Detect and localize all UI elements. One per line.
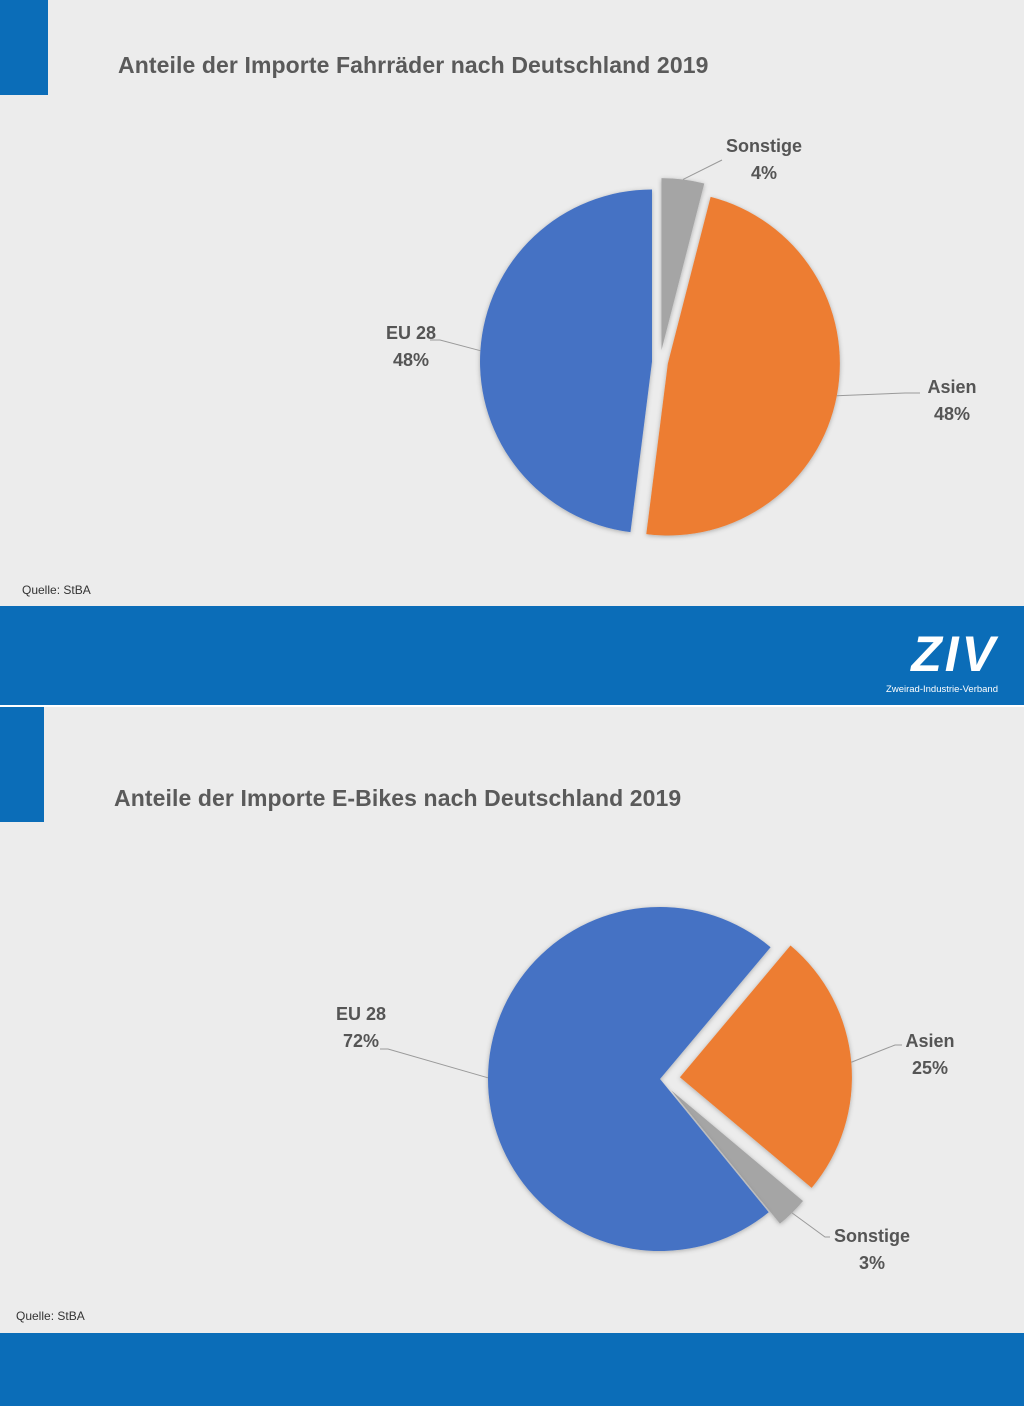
leader-line-asien xyxy=(851,1044,902,1063)
data-value-eu-28: 72% xyxy=(343,1031,379,1051)
data-value-sonstige: 3% xyxy=(859,1253,885,1273)
accent-bar xyxy=(0,0,48,95)
data-label-sonstige: Sonstige xyxy=(834,1226,910,1246)
data-label-eu-28: EU 28 xyxy=(386,323,436,343)
pie-slice-eu-28 xyxy=(488,907,771,1251)
slide-fahrraeder: Anteile der Importe Fahrräder nach Deuts… xyxy=(0,0,1024,705)
pie-slice-eu-28 xyxy=(480,189,653,533)
slide-ebikes: Anteile der Importe E-Bikes nach Deutsch… xyxy=(0,707,1024,1406)
pie-slice-sonstige xyxy=(661,178,705,351)
data-label-sonstige: Sonstige xyxy=(726,136,802,156)
leader-line-eu-28 xyxy=(430,339,481,352)
pie-slice-sonstige xyxy=(671,1090,803,1224)
data-value-asien: 48% xyxy=(934,404,970,424)
footer-bar xyxy=(0,1333,1024,1406)
data-value-asien: 25% xyxy=(912,1058,948,1078)
data-value-sonstige: 4% xyxy=(751,163,777,183)
chart-title: Anteile der Importe E-Bikes nach Deutsch… xyxy=(114,785,682,811)
data-value-eu-28: 48% xyxy=(393,350,429,370)
pie-chart-ebikes: Asien 25% Sonstige 3% EU 28 72% xyxy=(336,907,955,1273)
leader-line-sonstige xyxy=(791,1212,830,1238)
data-label-asien: Asien xyxy=(905,1031,954,1051)
source-note: Quelle: StBA xyxy=(22,583,91,597)
logo-subtitle: Zweirad-Industrie-Verband xyxy=(886,684,998,695)
chart-title: Anteile der Importe Fahrräder nach Deuts… xyxy=(118,52,709,78)
data-label-asien: Asien xyxy=(927,377,976,397)
pie-slice-asien xyxy=(646,196,840,536)
logo-text: ZIV xyxy=(911,626,998,682)
pie-chart-fahrraeder: Sonstige 4% Asien 48% EU 28 48% xyxy=(386,136,977,536)
leader-line-asien xyxy=(836,392,920,397)
footer-bar: ZIV Zweirad-Industrie-Verband xyxy=(0,606,1024,705)
leader-line-eu-28 xyxy=(380,1048,489,1079)
pie-slice-asien xyxy=(679,945,852,1188)
leader-line-sonstige xyxy=(682,159,723,180)
ziv-logo: ZIV Zweirad-Industrie-Verband xyxy=(880,626,998,695)
accent-bar xyxy=(0,707,44,822)
data-label-eu-28: EU 28 xyxy=(336,1004,386,1024)
source-note: Quelle: StBA xyxy=(16,1309,85,1323)
